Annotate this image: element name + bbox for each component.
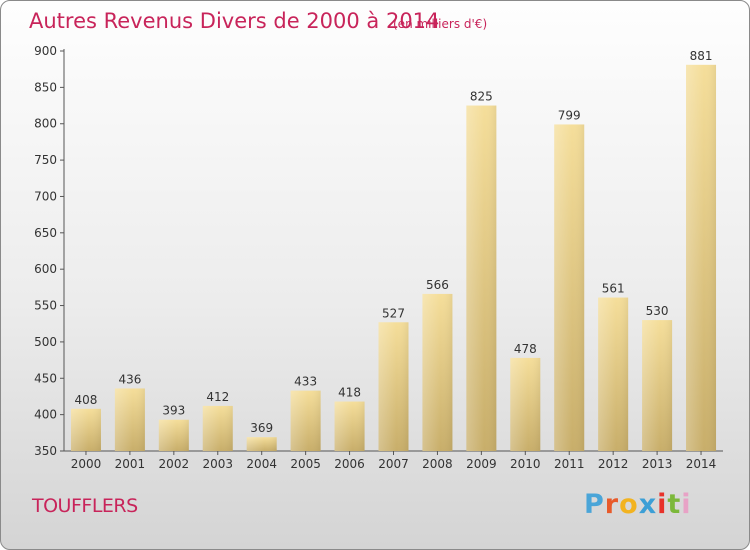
- y-tick-label: 550: [34, 299, 57, 313]
- x-tick-label: 2008: [422, 457, 453, 471]
- x-tick-label: 2001: [115, 457, 146, 471]
- x-tick-label: 2012: [598, 457, 629, 471]
- chart-subtitle: (en milliers d'€): [393, 17, 488, 31]
- data-label: 825: [470, 90, 493, 104]
- data-label: 418: [338, 386, 361, 400]
- bar-shade: [422, 293, 453, 451]
- logo-letter: i: [657, 489, 668, 520]
- data-label: 799: [558, 108, 581, 122]
- bar-shade: [466, 105, 497, 451]
- data-label: 408: [75, 393, 98, 407]
- logo-letter: r: [604, 489, 620, 520]
- logo-letter: P: [584, 489, 605, 520]
- y-tick-label: 800: [34, 117, 57, 131]
- bar-shade: [334, 401, 365, 451]
- x-tick-label: 2002: [159, 457, 190, 471]
- data-label: 881: [690, 49, 713, 63]
- y-tick-label: 650: [34, 226, 57, 240]
- bar-shade: [246, 437, 277, 451]
- bar-shade: [158, 419, 189, 451]
- bar-shade: [598, 297, 629, 451]
- x-tick-label: 2007: [378, 457, 409, 471]
- x-tick-label: 2000: [71, 457, 102, 471]
- x-tick-label: 2013: [642, 457, 673, 471]
- chart-title: Autres Revenus Divers de 2000 à 2014: [29, 9, 440, 33]
- bar-shade: [202, 405, 233, 451]
- data-label: 561: [602, 282, 625, 296]
- y-tick-label: 450: [34, 371, 57, 385]
- bar-shade: [290, 390, 321, 451]
- data-label: 433: [294, 375, 317, 389]
- x-tick-label: 2009: [466, 457, 497, 471]
- y-tick-label: 350: [34, 444, 57, 458]
- x-tick-label: 2004: [246, 457, 277, 471]
- y-tick-label: 750: [34, 153, 57, 167]
- data-label: 369: [250, 421, 273, 435]
- data-label: 566: [426, 278, 449, 292]
- data-label: 436: [118, 372, 141, 386]
- data-label: 530: [646, 304, 669, 318]
- bar-shade: [378, 322, 409, 451]
- bar-shade: [686, 64, 717, 451]
- x-tick-label: 2006: [334, 457, 365, 471]
- x-tick-label: 2003: [202, 457, 233, 471]
- logo-letter: o: [619, 489, 639, 520]
- bar-shade: [114, 388, 145, 451]
- bar-shade: [70, 408, 101, 451]
- bar-shade: [510, 357, 541, 451]
- bar-shade: [642, 320, 673, 451]
- data-label: 478: [514, 342, 537, 356]
- y-tick-label: 600: [34, 262, 57, 276]
- y-tick-label: 700: [34, 189, 57, 203]
- x-tick-label: 2014: [686, 457, 717, 471]
- data-label: 527: [382, 306, 405, 320]
- proxiti-logo: Proxiti: [584, 489, 692, 520]
- y-tick-label: 500: [34, 335, 57, 349]
- bar-shade: [554, 124, 585, 452]
- x-tick-label: 2010: [510, 457, 541, 471]
- x-tick-label: 2005: [290, 457, 321, 471]
- x-tick-label: 2011: [554, 457, 585, 471]
- logo-letter: x: [638, 489, 658, 520]
- logo-letter: i: [681, 489, 692, 520]
- data-label: 412: [206, 390, 229, 404]
- commune-name: TOUFFLERS: [32, 495, 138, 517]
- y-tick-label: 400: [34, 408, 57, 422]
- y-tick-label: 900: [34, 44, 57, 58]
- y-tick-label: 850: [34, 80, 57, 94]
- data-label: 393: [162, 404, 185, 418]
- logo-letter: t: [667, 489, 682, 520]
